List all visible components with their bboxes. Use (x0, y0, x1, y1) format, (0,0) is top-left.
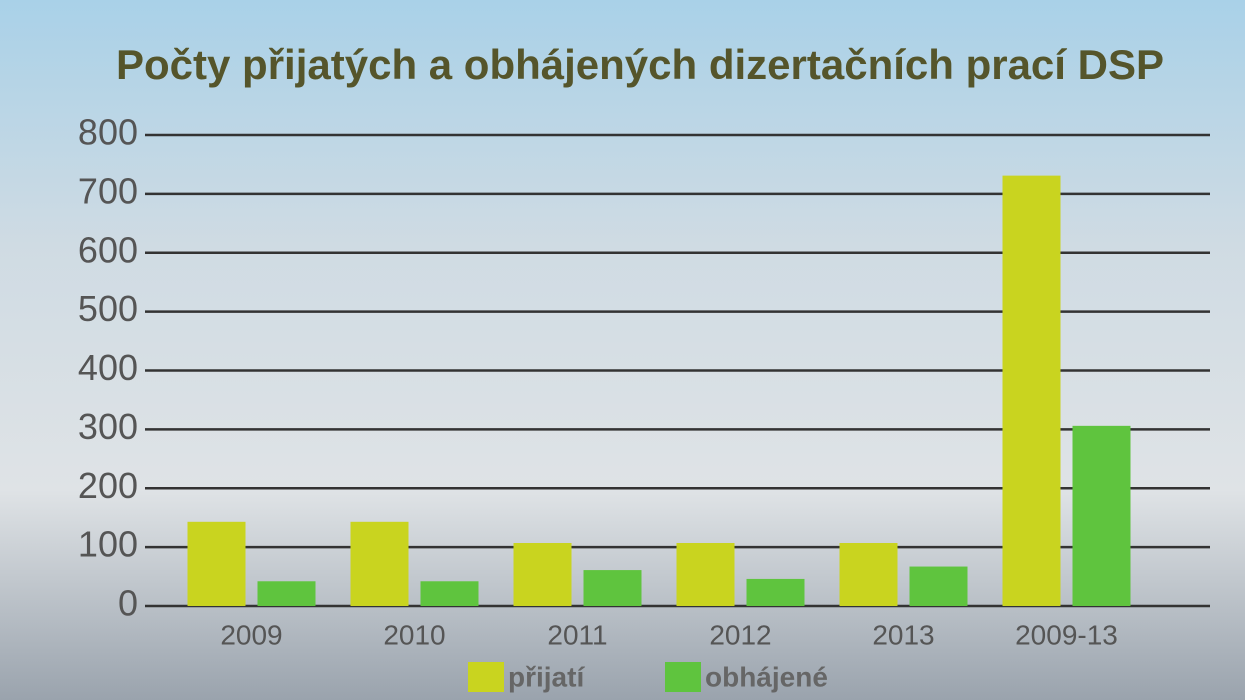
legend-swatch (665, 662, 701, 692)
y-tick-label: 500 (78, 288, 138, 329)
y-tick-label: 800 (78, 112, 138, 153)
y-tick-label: 200 (78, 465, 138, 506)
bar (1072, 425, 1131, 606)
bar (839, 543, 898, 606)
bar (257, 581, 316, 606)
x-tick-label: 2012 (709, 619, 771, 650)
bar (746, 578, 805, 606)
y-tick-label: 700 (78, 170, 138, 211)
x-tick-label: 2009 (220, 619, 282, 650)
bar (583, 570, 642, 606)
legend-label: obhájené (705, 661, 828, 692)
bar (420, 581, 479, 606)
bar (513, 543, 572, 606)
y-tick-label: 300 (78, 406, 138, 447)
bar (187, 521, 246, 606)
bar (676, 543, 735, 606)
legend-swatch (468, 662, 504, 692)
y-tick-label: 0 (118, 583, 138, 624)
legend-label: přijatí (508, 661, 585, 692)
x-tick-label: 2013 (872, 619, 934, 650)
bar (350, 521, 409, 606)
y-tick-label: 400 (78, 347, 138, 388)
y-tick-label: 100 (78, 524, 138, 565)
bar (909, 566, 968, 606)
bar (1002, 175, 1061, 606)
x-tick-label: 2011 (547, 619, 607, 650)
y-tick-label: 600 (78, 229, 138, 270)
chart-title: Počty přijatých a obhájených dizertačníc… (116, 41, 1164, 88)
x-tick-label: 2009-13 (1015, 619, 1118, 650)
x-tick-label: 2010 (383, 619, 445, 650)
